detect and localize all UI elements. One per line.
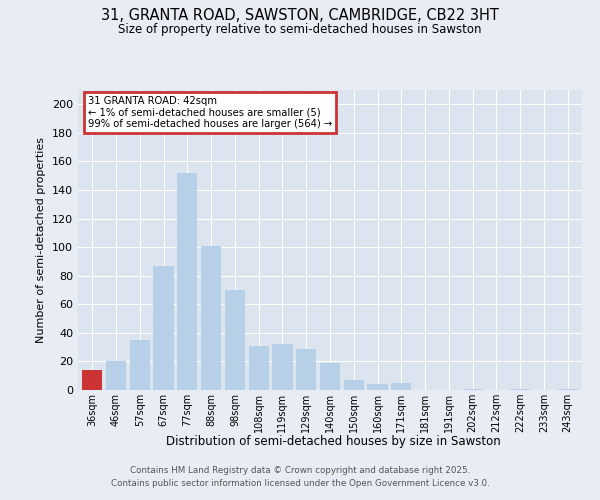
Bar (177, 173, 197, 390)
Bar (272, 344, 293, 390)
Bar (344, 380, 364, 390)
Text: Contains HM Land Registry data © Crown copyright and database right 2025.
Contai: Contains HM Land Registry data © Crown c… (110, 466, 490, 487)
Text: 31, GRANTA ROAD, SAWSTON, CAMBRIDGE, CB22 3HT: 31, GRANTA ROAD, SAWSTON, CAMBRIDGE, CB2… (101, 8, 499, 22)
Bar (557, 388, 578, 390)
Bar (106, 362, 126, 390)
Bar (82, 370, 103, 390)
Text: 31 GRANTA ROAD: 42sqm
← 1% of semi-detached houses are smaller (5)
99% of semi-d: 31 GRANTA ROAD: 42sqm ← 1% of semi-detac… (88, 96, 332, 129)
Text: Size of property relative to semi-detached houses in Sawston: Size of property relative to semi-detach… (118, 22, 482, 36)
Bar (320, 363, 340, 390)
Bar (463, 388, 483, 390)
Bar (130, 340, 150, 390)
Bar (510, 388, 530, 390)
Y-axis label: Number of semi-detached properties: Number of semi-detached properties (37, 137, 46, 343)
Bar (154, 266, 173, 390)
Bar (248, 346, 269, 390)
Bar (391, 383, 412, 390)
Bar (296, 348, 316, 390)
Bar (225, 290, 245, 390)
Bar (201, 246, 221, 390)
Text: Distribution of semi-detached houses by size in Sawston: Distribution of semi-detached houses by … (166, 435, 500, 448)
Bar (367, 384, 388, 390)
